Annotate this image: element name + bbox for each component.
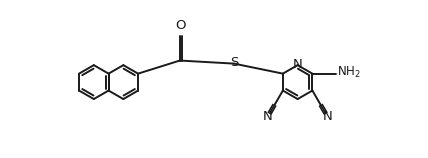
Text: O: O [175,19,186,32]
Text: N: N [263,110,273,123]
Text: N: N [323,110,333,123]
Text: N: N [293,58,303,70]
Text: NH$_2$: NH$_2$ [337,65,361,80]
Text: S: S [230,56,238,69]
